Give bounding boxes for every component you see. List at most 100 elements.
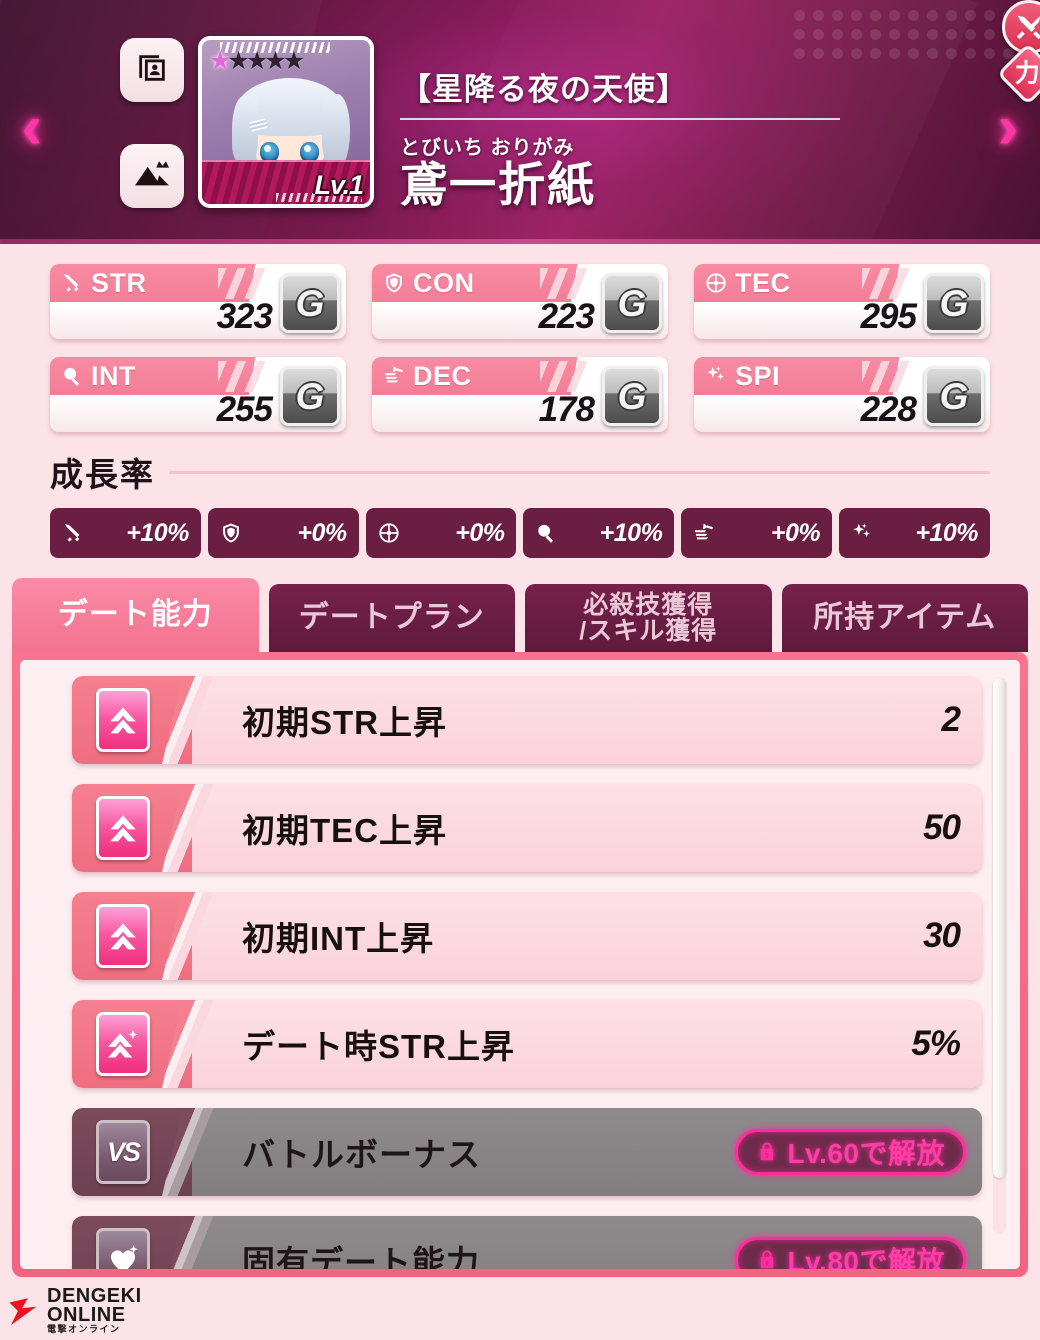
card-level-label: Lv.1 (314, 170, 364, 200)
ability-icon (96, 1012, 150, 1076)
stat-box-str: STR 323 G (50, 264, 346, 339)
ability-label: バトルボーナス (242, 1136, 481, 1173)
stat-grade-badge: G (280, 366, 340, 426)
character-furigana: とびいち おりがみ (400, 137, 575, 159)
stat-grade-badge: G (602, 366, 662, 426)
unlock-level-text: Lv.60で解放 (787, 1138, 945, 1169)
gallery-button[interactable] (120, 144, 184, 208)
crossed-sword-icon (1002, 0, 1040, 54)
watermark-line-3: 電撃オンライン (47, 1324, 121, 1335)
stat-chevron-decor (218, 268, 272, 299)
star-icon-filled: ★ (209, 47, 232, 75)
growth-value: +10% (915, 518, 978, 547)
watermark-line-2: ONLINE (47, 1304, 126, 1327)
ability-row[interactable]: 初期STR上昇 2 (72, 676, 982, 764)
unlock-level-badge: Lv.60で解放 (735, 1129, 966, 1175)
ability-row[interactable]: 初期INT上昇 30 (72, 892, 982, 980)
stat-grade-badge: G (924, 366, 984, 426)
growth-rate-title: 成長率 (50, 456, 155, 493)
stat-chevron-decor (862, 361, 916, 392)
tab-label: デートプラン (298, 601, 485, 635)
shield-icon (222, 523, 239, 543)
growth-value: +10% (126, 518, 189, 547)
stat-grade-letter: G (939, 375, 969, 417)
name-divider (400, 118, 840, 120)
lightbulb-icon (64, 367, 80, 386)
ability-row[interactable]: 初期TEC上昇 50 (72, 784, 982, 872)
ability-row: VS バトルボーナス Lv.60で解放 (72, 1108, 982, 1196)
next-character-arrow[interactable]: › (997, 93, 1019, 162)
ability-label: 初期STR上昇 (242, 704, 447, 741)
stat-value: 228 (860, 390, 917, 429)
ability-icon (96, 796, 150, 860)
growth-value: +10% (599, 518, 663, 547)
growth-value: +0% (455, 518, 505, 547)
growth-pill-3: +10% (523, 508, 675, 558)
ability-row[interactable]: デート時STR上昇 5% (72, 1000, 982, 1088)
stat-box-tec: TEC 295 G (694, 264, 990, 339)
tab-2[interactable]: 必殺技獲得/スキル獲得 (525, 584, 772, 652)
card-profile-button[interactable] (120, 38, 184, 102)
ability-value: 50 (923, 808, 961, 847)
header-bottom-edge (0, 239, 1040, 244)
stat-grade-letter: G (617, 375, 647, 417)
stat-grade-letter: G (939, 282, 969, 324)
growth-pill-2: +0% (365, 508, 517, 558)
stat-grade-badge: G (602, 273, 662, 333)
stat-label: INT (91, 360, 136, 391)
heart-sparkle-icon (110, 1244, 138, 1269)
star-icon-empty: ★ (282, 47, 306, 75)
tab-1[interactable]: デートプラン (268, 584, 515, 652)
card-hatch-decor-bottom (276, 193, 362, 202)
tab-0[interactable]: デート能力 (12, 578, 259, 652)
stat-box-dec: DEC 178 G (372, 357, 668, 432)
stat-grade-badge: G (280, 273, 340, 333)
ability-list: 初期STR上昇 2 初期TEC上昇 50 初期INT上昇 30 デート時STR上昇 5% VS バ… (20, 660, 1020, 1269)
ability-value: 2 (941, 700, 961, 739)
stat-box-int: INT 255 G (50, 357, 346, 432)
target-icon (379, 523, 399, 543)
character-card[interactable]: ★ ★ ★ ★ ★ Lv.1 (198, 36, 374, 208)
double-chevron-up-icon (110, 923, 136, 950)
ability-value: 30 (923, 916, 961, 955)
stat-value: 323 (216, 297, 273, 336)
star-icon-empty: ★ (227, 47, 250, 75)
shield-icon (386, 273, 402, 293)
ability-label: 初期INT上昇 (242, 920, 435, 957)
growth-value: +0% (770, 518, 821, 547)
previous-character-arrow[interactable]: ‹ (21, 93, 43, 162)
ability-label: 初期TEC上昇 (242, 812, 447, 849)
sword-icon (63, 273, 79, 292)
scrollbar-thumb[interactable] (993, 678, 1006, 1178)
lock-icon (761, 1142, 774, 1161)
stat-label: DEC (413, 360, 472, 391)
speed-icon (695, 523, 714, 540)
stat-box-con: CON 223 G (372, 264, 668, 339)
watermark-line-1: DENGEKI (47, 1285, 142, 1307)
growth-pill-1: +0% (207, 508, 359, 558)
ability-list-scrollbar[interactable] (993, 678, 1006, 1234)
character-title: 【星降る夜の天使】 (400, 72, 688, 107)
stat-chevron-decor (540, 268, 594, 299)
tab-bar: デート能力 デートプラン 必殺技獲得/スキル獲得 所持アイテム (0, 558, 1040, 652)
character-name-block: 【星降る夜の天使】 とびいち おりがみ 鳶一折紙 (400, 64, 870, 211)
header-dot-grid-decor (790, 6, 1040, 62)
ability-panel: 初期STR上昇 2 初期TEC上昇 50 初期INT上昇 30 デート時STR上昇 5% VS バ… (12, 652, 1028, 1277)
lock-icon (761, 1250, 774, 1269)
stat-value: 178 (538, 390, 595, 429)
tab-label: 所持アイテム (813, 601, 997, 635)
sparkle-chevron-icon (107, 1029, 138, 1058)
growth-pill-4: +0% (681, 508, 833, 558)
ability-icon (96, 904, 150, 968)
star-icon-empty: ★ (245, 47, 269, 75)
lightning-bolt-icon (9, 1297, 37, 1325)
vs-icon: VS (106, 1136, 141, 1167)
ability-value: 5% (911, 1024, 961, 1063)
tab-3[interactable]: 所持アイテム (781, 584, 1028, 652)
stat-label: TEC (735, 267, 791, 298)
stat-chevron-decor (218, 361, 272, 392)
stat-grade-badge: G (924, 273, 984, 333)
star-icon-empty: ★ (264, 47, 287, 75)
stat-chevron-decor (862, 268, 916, 299)
